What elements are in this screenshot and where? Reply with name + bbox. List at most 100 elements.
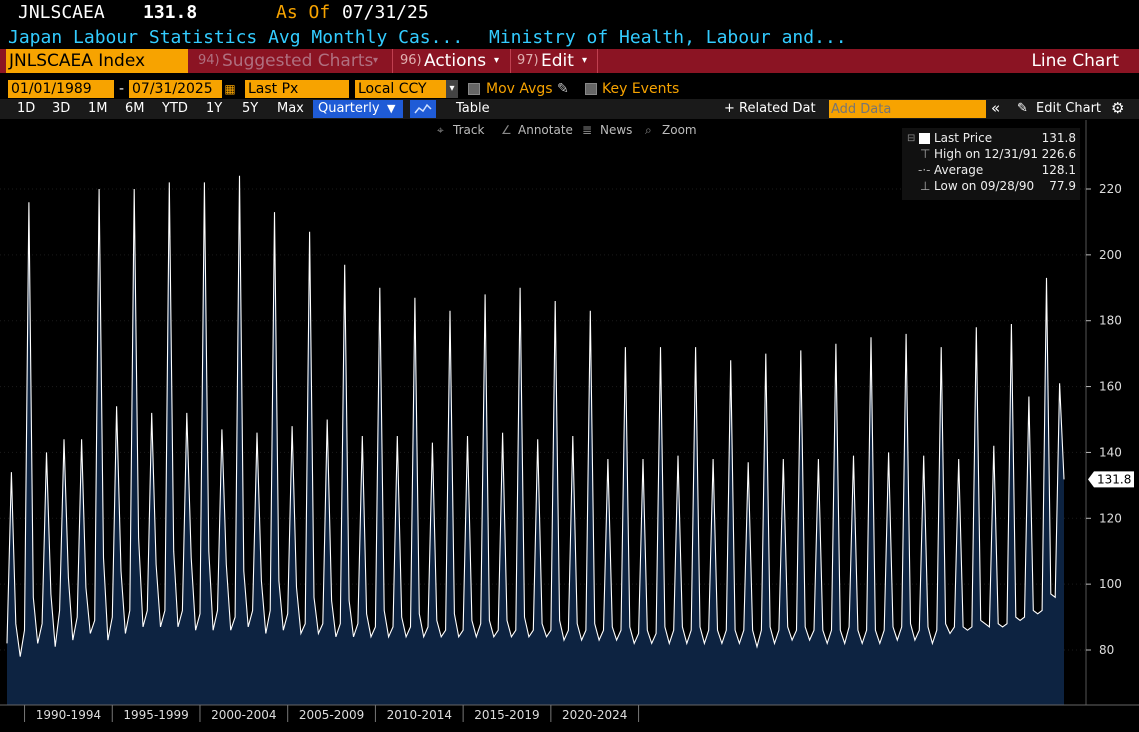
x-period-label: 1990-1994: [36, 708, 101, 722]
toolbar: JNLSCAEA Index 94) Suggested Charts ▾ 96…: [0, 49, 1139, 73]
range-1m[interactable]: 1M: [88, 101, 108, 116]
field-select[interactable]: Last Px: [245, 80, 349, 98]
as-of-date: 07/31/25: [342, 2, 429, 23]
suggested-charts-label: Suggested Charts: [222, 51, 374, 71]
legend-low-value: 77.9: [1049, 179, 1076, 193]
add-data-input[interactable]: [829, 100, 986, 118]
suggested-charts-button[interactable]: 94) Suggested Charts ▾: [190, 49, 390, 73]
zoom-button[interactable]: Zoom: [662, 123, 697, 137]
actions-label: Actions: [424, 51, 487, 71]
divider: [510, 49, 511, 73]
currency-value: Local CCY: [358, 81, 427, 97]
security-source: Ministry of Health, Labour and...: [489, 27, 847, 48]
legend-avg-value: 128.1: [1041, 163, 1076, 177]
last-value: 131.8: [143, 2, 198, 23]
mov-avgs-checkbox[interactable]: [468, 83, 480, 95]
y-tick-label: 120: [1099, 511, 1122, 525]
double-chevron-left-icon[interactable]: «: [991, 99, 1001, 117]
range-1d[interactable]: 1D: [17, 101, 36, 116]
related-data-button[interactable]: + Related Dat: [724, 101, 816, 116]
chevron-down-icon: ▾: [373, 55, 379, 66]
key-events-checkbox[interactable]: [585, 83, 597, 95]
table-button[interactable]: Table: [456, 101, 490, 116]
mov-avgs-label: Mov Avgs: [486, 81, 553, 97]
end-date-input[interactable]: 07/31/2025 ▦: [129, 80, 238, 98]
edit-chart-button[interactable]: Edit Chart: [1036, 101, 1102, 116]
legend-high-value: 226.6: [1041, 147, 1076, 161]
ticker: JNLSCAEA: [18, 2, 105, 23]
y-tick-label: 180: [1099, 314, 1122, 328]
pencil-icon[interactable]: ✎: [1017, 101, 1028, 116]
edit-label: Edit: [541, 51, 574, 71]
y-tick-label: 200: [1099, 248, 1122, 262]
actions-number: 96): [400, 53, 422, 68]
controls-row: 01/01/1989 - 07/31/2025 ▦ Last Px Local …: [0, 79, 1139, 99]
legend-avg-label: Average: [934, 163, 984, 177]
area-fill: [7, 175, 1064, 706]
legend-high-label: High on 12/31/91: [934, 147, 1039, 161]
as-of-label: As Of: [276, 2, 331, 23]
chevron-down-icon: ▾: [494, 55, 500, 66]
edit-number: 97): [517, 53, 539, 68]
currency-select[interactable]: Local CCY ▾: [355, 80, 458, 98]
security-description: Japan Labour Statistics Avg Monthly Cas.…: [8, 27, 464, 48]
key-events-label: Key Events: [602, 81, 680, 97]
legend: ⊟ Last Price 131.8 ⊤ High on 12/31/91 22…: [902, 128, 1080, 200]
legend-swatch: [919, 133, 930, 144]
collapse-icon[interactable]: ⊟: [907, 133, 916, 144]
chevron-down-icon: ▾: [446, 80, 458, 98]
security-field[interactable]: JNLSCAEA Index: [6, 49, 188, 73]
annotate-icon: ∠: [501, 123, 512, 137]
range-ytd[interactable]: YTD: [162, 101, 188, 116]
divider: [597, 49, 598, 73]
y-tick-label: 80: [1099, 643, 1114, 657]
last-value-tag-text: 131.8: [1097, 472, 1131, 486]
y-tick-label: 140: [1099, 445, 1122, 459]
last-value-tag: [1088, 471, 1134, 488]
range-5y[interactable]: 5Y: [242, 101, 259, 116]
annotate-button[interactable]: Annotate: [518, 123, 573, 137]
range-3d[interactable]: 3D: [52, 101, 71, 116]
chevron-down-icon: ▼: [387, 102, 396, 115]
pencil-icon[interactable]: ✎: [557, 81, 569, 97]
y-tick-label: 220: [1099, 182, 1122, 196]
edit-button[interactable]: 97) Edit ▾: [512, 49, 596, 73]
high-icon: ⊤: [920, 147, 931, 161]
chart-tools: ⌖ Track ∠ Annotate ≣ News ⌕ Zoom: [437, 123, 697, 137]
average-icon: -·-: [918, 163, 931, 177]
date-separator: -: [119, 81, 125, 97]
x-period-label: 2005-2009: [299, 708, 364, 722]
legend-low-label: Low on 09/28/90: [934, 179, 1035, 193]
series-line: [6, 175, 1065, 657]
range-1y[interactable]: 1Y: [206, 101, 223, 116]
range-max[interactable]: Max: [277, 101, 304, 116]
x-period-label: 2020-2024: [562, 708, 627, 722]
gear-icon[interactable]: ⚙: [1111, 99, 1125, 117]
line-chart-icon[interactable]: [410, 100, 436, 118]
actions-button[interactable]: 96) Actions ▾: [394, 49, 509, 73]
period-value: Quarterly: [318, 101, 380, 116]
search-icon: ⌕: [645, 123, 652, 137]
last-value-marker: 131.8: [1088, 471, 1134, 488]
divider: [392, 49, 393, 73]
y-axis-ticks: 80 100 120 140 160 180 200 220: [1086, 182, 1122, 657]
range-row: 1D 3D 1M 6M YTD 1Y 5Y Max Quarterly ▼ Ta…: [0, 99, 1139, 119]
news-icon: ≣: [582, 123, 592, 137]
legend-last-value: 131.8: [1041, 131, 1076, 145]
y-tick-label: 100: [1099, 577, 1122, 591]
period-select[interactable]: Quarterly ▼: [313, 100, 403, 118]
range-6m[interactable]: 6M: [125, 101, 145, 116]
chart-type[interactable]: Line Chart: [1031, 51, 1119, 71]
end-date-value: 07/31/2025: [132, 81, 213, 97]
calendar-icon[interactable]: ▦: [222, 80, 238, 98]
track-button[interactable]: Track: [452, 123, 484, 137]
x-period-label: 2010-2014: [387, 708, 452, 722]
chevron-down-icon: ▾: [582, 55, 588, 66]
x-period-label: 1995-1999: [123, 708, 188, 722]
title-row: JNLSCAEA 131.8 As Of 07/31/25: [0, 0, 1139, 26]
start-date-input[interactable]: 01/01/1989: [8, 80, 114, 98]
news-button[interactable]: News: [600, 123, 632, 137]
legend-last-label: Last Price: [934, 131, 993, 145]
x-period-label: 2000-2004: [211, 708, 276, 722]
